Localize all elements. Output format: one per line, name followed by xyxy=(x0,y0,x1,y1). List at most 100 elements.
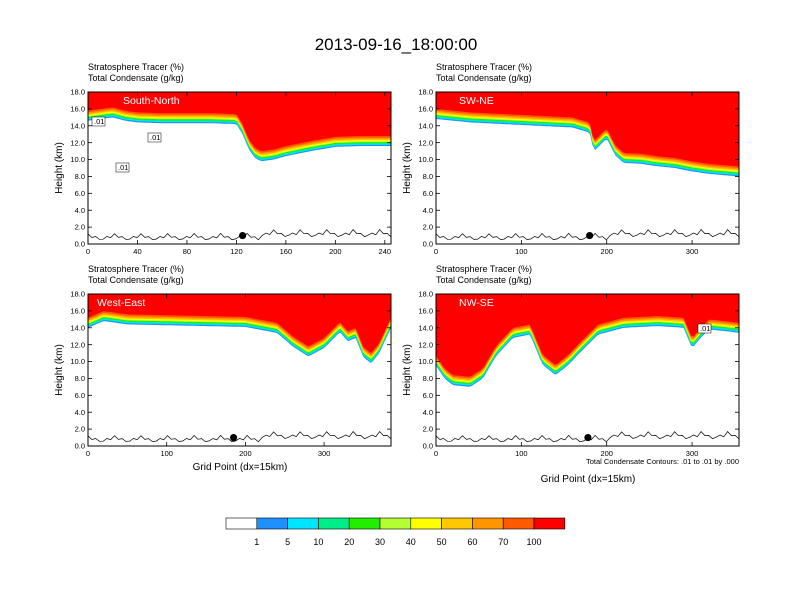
y-tick-label: 14.0 xyxy=(70,121,85,130)
panel-south-north: Stratosphere Tracer (%) Total Condensate… xyxy=(54,62,392,256)
panel-name-label: West-East xyxy=(97,297,145,309)
colorbar-cell xyxy=(379,517,412,530)
plot-frame xyxy=(87,293,392,447)
y-tick-label: 12.0 xyxy=(418,138,433,147)
colorbar-cell xyxy=(256,517,288,530)
tracer-field xyxy=(88,92,391,242)
y-tick-label: 12.0 xyxy=(70,138,85,147)
y-tick-label: 16.0 xyxy=(70,104,85,113)
y-tick-label: 4.0 xyxy=(75,408,85,417)
plot-area: 0.0 2.0 4.0 6.0 8.0 10.0 12.0 14.0 16.0 18.0 0 40 80… xyxy=(70,88,392,256)
x-tick-label: 0 xyxy=(86,247,90,256)
x-tick-label: 300 xyxy=(686,247,699,256)
y-tick-label: 0.0 xyxy=(423,240,433,249)
contour-note: Total Condensate Contours: .01 to .01 by… xyxy=(586,457,739,466)
y-tick-label: 8.0 xyxy=(75,172,85,181)
y-axis-label: Height (km) xyxy=(54,142,65,194)
y-tick-label: 14.0 xyxy=(418,323,433,332)
y-tick-label: 16.0 xyxy=(418,306,433,315)
plot-frame xyxy=(435,293,740,447)
colorbar-cell xyxy=(441,517,473,530)
y-tick-label: 0.0 xyxy=(75,240,85,249)
y-tick-label: 6.0 xyxy=(75,189,85,198)
panel-subtitle-tracer: Stratosphere Tracer (%) xyxy=(436,62,532,72)
colorbar-label: 60 xyxy=(467,537,477,547)
x-tick-label: 100 xyxy=(515,449,528,458)
panel-subtitle-condensate: Total Condensate (g/kg) xyxy=(88,73,184,83)
y-tick-label: 0.0 xyxy=(75,442,85,451)
y-tick-label: 6.0 xyxy=(75,391,85,400)
location-marker xyxy=(584,433,592,442)
y-tick-label: 4.0 xyxy=(423,408,433,417)
x-tick-label: 0 xyxy=(434,247,438,256)
colorbar-label: 100 xyxy=(526,537,541,547)
y-tick-label: 10.0 xyxy=(418,155,433,164)
x-tick-label: 240 xyxy=(379,247,392,256)
y-tick-label: 16.0 xyxy=(70,306,85,315)
condensate-contour xyxy=(88,431,391,444)
y-axis-label: Height (km) xyxy=(402,344,413,396)
x-tick-label: 120 xyxy=(230,247,243,256)
colorbar: 1 5 10 20 30 40 50 60 70 100 xyxy=(225,517,566,547)
panel-subtitle-tracer: Stratosphere Tracer (%) xyxy=(436,264,532,274)
tracer-field xyxy=(436,92,739,242)
panel-nw-se: Stratosphere Tracer (%) Total Condensate… xyxy=(402,264,740,485)
x-tick-label: 300 xyxy=(318,449,331,458)
panel-subtitle-tracer: Stratosphere Tracer (%) xyxy=(88,264,184,274)
y-tick-label: 12.0 xyxy=(70,340,85,349)
colorbar-cell xyxy=(287,517,319,530)
contour-label-box xyxy=(147,132,162,143)
y-tick-label: 2.0 xyxy=(75,223,85,232)
colorbar-label: 30 xyxy=(375,537,385,547)
panel-subtitle-condensate: Total Condensate (g/kg) xyxy=(88,275,184,285)
y-tick-label: 2.0 xyxy=(423,223,433,232)
y-tick-label: 8.0 xyxy=(423,172,433,181)
plot-area: 0.0 2.0 4.0 6.0 8.0 10.0 12.0 14.0 16.0 18.0 0 100 2… xyxy=(418,290,740,458)
colorbar-cell xyxy=(348,517,381,530)
y-tick-label: 10.0 xyxy=(418,357,433,366)
x-tick-label: 100 xyxy=(515,247,528,256)
x-tick-label: 200 xyxy=(239,449,252,458)
colorbar-label: 1 xyxy=(254,537,259,547)
x-axis-label: Grid Point (dx=15km) xyxy=(541,474,636,485)
x-tick-label: 200 xyxy=(600,247,613,256)
colorbar-cell xyxy=(472,517,504,530)
x-tick-label: 200 xyxy=(329,247,342,256)
colorbar-cell xyxy=(533,517,566,530)
y-axis-label: Height (km) xyxy=(402,142,413,194)
y-tick-label: 18.0 xyxy=(70,290,85,299)
colorbar-label: 70 xyxy=(498,537,508,547)
contour-label: .01 xyxy=(94,117,104,126)
x-tick-label: 80 xyxy=(183,247,191,256)
contour-label: .01 xyxy=(118,163,128,172)
location-marker xyxy=(229,433,238,442)
y-tick-label: 18.0 xyxy=(418,290,433,299)
tracer-core xyxy=(88,294,391,350)
contour-label-box xyxy=(115,162,130,173)
y-tick-label: 14.0 xyxy=(418,121,433,130)
y-tick-label: 0.0 xyxy=(423,442,433,451)
tracer-core xyxy=(436,294,739,374)
colorbar-cell xyxy=(225,517,258,530)
y-axis-label: Height (km) xyxy=(54,344,65,396)
colorbar-cell xyxy=(410,517,442,530)
y-tick-label: 2.0 xyxy=(75,425,85,434)
main-title: 2013-09-16_18:00:00 xyxy=(315,35,478,54)
y-tick-label: 14.0 xyxy=(70,323,85,332)
y-tick-label: 10.0 xyxy=(70,155,85,164)
contour-label-box xyxy=(697,323,712,334)
x-tick-label: 100 xyxy=(160,449,173,458)
x-tick-label: 40 xyxy=(133,247,141,256)
colorbar-label: 50 xyxy=(437,537,447,547)
contour-label-box xyxy=(91,116,106,127)
y-tick-label: 16.0 xyxy=(418,104,433,113)
y-tick-label: 8.0 xyxy=(75,374,85,383)
panel-name-label: SW-NE xyxy=(459,95,494,107)
y-tick-label: 12.0 xyxy=(418,340,433,349)
panel-west-east: Stratosphere Tracer (%) Total Condensate… xyxy=(54,264,392,473)
location-marker xyxy=(238,231,247,240)
panel-subtitle-condensate: Total Condensate (g/kg) xyxy=(436,73,532,83)
tracer-field xyxy=(436,294,739,444)
x-axis-label: Grid Point (dx=15km) xyxy=(193,462,288,473)
